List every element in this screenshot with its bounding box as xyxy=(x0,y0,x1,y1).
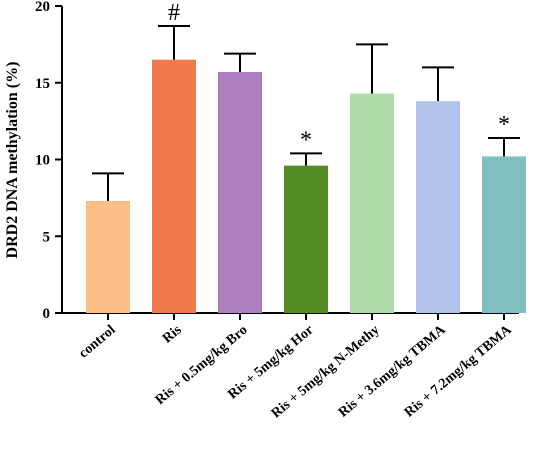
bar-4 xyxy=(350,93,394,314)
significance-mark-3: * xyxy=(300,127,312,153)
bar-6 xyxy=(482,156,526,313)
y-axis-ticks: 0 5 10 15 20 xyxy=(35,0,62,322)
significance-mark-1: # xyxy=(168,0,180,26)
bar-0 xyxy=(86,200,130,313)
bar-3 xyxy=(284,165,328,313)
category-label-4: Ris + 5mg/kg N-Methy xyxy=(269,323,383,422)
significance-mark-6: * xyxy=(498,112,510,138)
y-tick-label-0: 0 xyxy=(43,306,51,322)
y-tick-label-2: 10 xyxy=(35,153,50,169)
bar-5 xyxy=(416,101,460,313)
category-label-5: Ris + 3.6mg/kg TBMA xyxy=(336,322,449,421)
category-label-6: Ris + 7.2mg/kg TBMA xyxy=(402,322,515,421)
y-tick-label-1: 5 xyxy=(43,229,51,245)
y-axis-title: DRD2 DNA methylation (%) xyxy=(4,62,21,259)
category-label-0: control xyxy=(76,323,118,362)
y-tick-label-4: 20 xyxy=(35,0,50,15)
bar-1 xyxy=(152,59,196,313)
bar-2 xyxy=(218,72,262,313)
bars-group: # * * xyxy=(86,0,526,314)
y-tick-label-3: 15 xyxy=(35,76,50,92)
category-label-1: Ris xyxy=(160,322,185,346)
